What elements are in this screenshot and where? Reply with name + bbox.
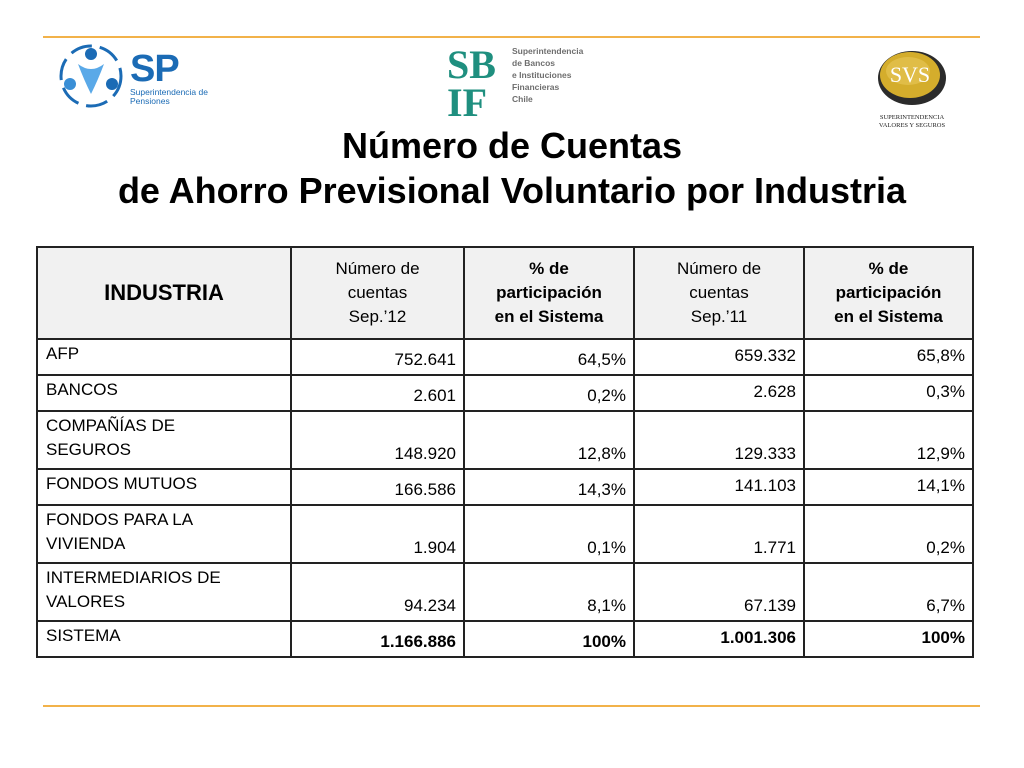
share-sep11-cell: 0,3% — [803, 374, 974, 412]
svs-logo-subtitle: SUPERINTENDENCIA VALORES Y SEGUROS — [878, 114, 946, 129]
industry-cell: BANCOS — [36, 374, 292, 412]
sbif-logo-mark: SB IF — [447, 44, 507, 118]
share-sep11-cell: 0,2% — [803, 504, 974, 564]
count-sep11-cell: 2.628 — [633, 374, 805, 412]
share-sep12-cell: 14,3% — [463, 468, 635, 506]
page-title-line2: de Ahorro Previsional Voluntario por Ind… — [117, 170, 907, 211]
count-sep12-cell: 94.234 — [290, 562, 465, 622]
share-sep12-cell: 0,1% — [463, 504, 635, 564]
sp-logo-mark: SP — [130, 48, 180, 90]
share-sep12-cell: 64,5% — [463, 338, 635, 376]
count-sep11-cell: 129.333 — [633, 410, 805, 470]
share-sep12-cell: 100% — [463, 620, 635, 658]
sbif-logo-subtitle: Superintendencia de Bancos e Institucion… — [512, 46, 584, 104]
share-sep11-cell: 12,9% — [803, 410, 974, 470]
svs-logo: SVS SUPERINTENDENCIA VALORES Y SEGUROS — [870, 44, 954, 130]
table-row: COMPAÑÍAS DE SEGUROS 148.920 12,8% 129.33… — [36, 410, 974, 470]
svs-emblem-icon: SVS — [878, 51, 946, 105]
industry-cell: FONDOS PARA LA VIVIENDA — [36, 504, 292, 564]
count-sep12-cell: 148.920 — [290, 410, 465, 470]
table-row: INTERMEDIARIOS DE VALORES 94.234 8,1% 67.… — [36, 562, 974, 622]
share-sep11-cell: 65,8% — [803, 338, 974, 376]
share-sep12-cell: 12,8% — [463, 410, 635, 470]
share-sep11-cell: 14,1% — [803, 468, 974, 506]
industry-cell: COMPAÑÍAS DE SEGUROS — [36, 410, 292, 470]
count-sep12-cell: 1.904 — [290, 504, 465, 564]
svg-text:SB: SB — [447, 44, 496, 87]
table-header-row: INDUSTRIA Número de cuentas Sep.’12 % de… — [36, 246, 974, 340]
page-title-line1: Número de Cuentas — [341, 125, 683, 166]
svg-text:SVS: SVS — [890, 62, 930, 87]
industry-cell: SISTEMA — [36, 620, 292, 658]
count-sep11-cell: 659.332 — [633, 338, 805, 376]
sbif-logo: SB IF Superintendencia de Bancos e Insti… — [447, 44, 587, 118]
sp-people-icon — [59, 44, 123, 108]
header-industry: INDUSTRIA — [36, 246, 292, 340]
table-row: FONDOS MUTUOS 166.586 14,3% 141.103 14,1… — [36, 468, 974, 506]
header-share-sep12: % de participación en el Sistema — [463, 246, 635, 340]
count-sep11-cell: 67.139 — [633, 562, 805, 622]
header-count-sep12: Número de cuentas Sep.’12 — [290, 246, 465, 340]
sp-logo: SP Superintendencia de Pensiones — [58, 44, 218, 110]
sp-logo-subtitle: Superintendencia de Pensiones — [130, 87, 208, 106]
count-sep11-cell: 1.001.306 — [633, 620, 805, 658]
accounts-table: INDUSTRIA Número de cuentas Sep.’12 % de… — [36, 246, 974, 658]
share-sep12-cell: 0,2% — [463, 374, 635, 412]
industry-cell: INTERMEDIARIOS DE VALORES — [36, 562, 292, 622]
share-sep12-cell: 8,1% — [463, 562, 635, 622]
share-sep11-cell: 6,7% — [803, 562, 974, 622]
header-share-sep11: % de participación en el Sistema — [803, 246, 974, 340]
top-rule — [43, 36, 980, 38]
bottom-rule — [43, 705, 980, 707]
count-sep12-cell: 2.601 — [290, 374, 465, 412]
table-row: BANCOS 2.601 0,2% 2.628 0,3% — [36, 374, 974, 412]
svg-text:IF: IF — [447, 80, 487, 118]
count-sep11-cell: 141.103 — [633, 468, 805, 506]
share-sep11-cell: 100% — [803, 620, 974, 658]
header-count-sep11: Número de cuentas Sep.’11 — [633, 246, 805, 340]
count-sep12-cell: 166.586 — [290, 468, 465, 506]
table-total-row: SISTEMA 1.166.886 100% 1.001.306 100% — [36, 620, 974, 658]
count-sep12-cell: 752.641 — [290, 338, 465, 376]
count-sep12-cell: 1.166.886 — [290, 620, 465, 658]
industry-cell: AFP — [36, 338, 292, 376]
industry-cell: FONDOS MUTUOS — [36, 468, 292, 506]
table-row: AFP 752.641 64,5% 659.332 65,8% — [36, 338, 974, 376]
count-sep11-cell: 1.771 — [633, 504, 805, 564]
table-row: FONDOS PARA LA VIVIENDA 1.904 0,1% 1.771 … — [36, 504, 974, 564]
